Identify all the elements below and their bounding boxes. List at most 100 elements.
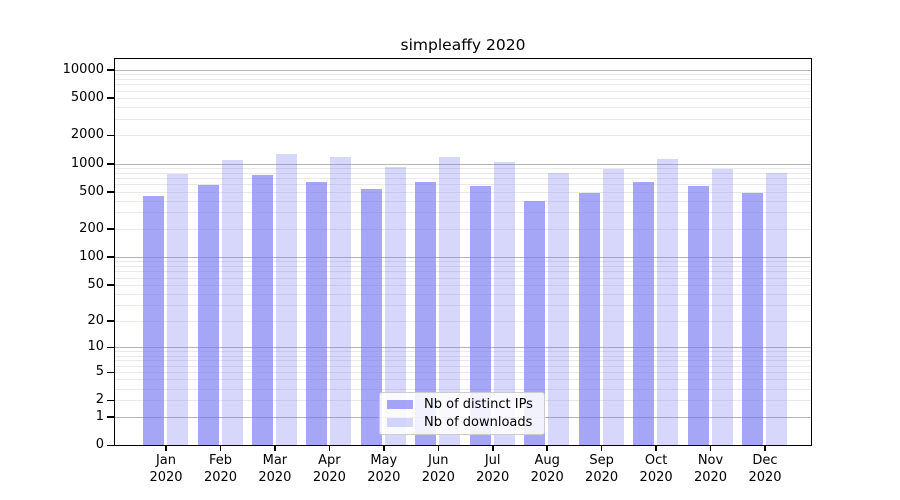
bar-distinct-ips [360,188,382,445]
x-tick-year: 2020 [476,470,510,485]
x-tick-year: 2020 [203,470,238,485]
gridline-minor [115,212,811,214]
gridline-minor [115,261,811,263]
y-tick-label: 0 [95,437,104,452]
gridline-minor [115,228,811,230]
x-tick-mark [492,446,494,451]
y-tick-label: 10 [87,339,104,355]
x-tick-mark [764,446,766,451]
bar-downloads [221,159,243,445]
y-tick-mark [107,134,114,137]
x-tick-mark [437,446,439,451]
y-tick-mark [107,256,114,258]
x-tick-mark [546,446,548,451]
gridline-minor [115,360,811,362]
gridline-minor [115,271,811,273]
x-tick-mark [165,446,167,451]
x-tick-year: 2020 [639,470,673,485]
x-tick-label: Apr 2020 [299,452,359,486]
legend-label-downloads: Nb of downloads [424,415,533,431]
y-tick-mark [107,69,114,71]
gridline-minor [115,191,811,193]
gridline-minor [115,97,811,99]
x-tick-label: Jan 2020 [136,452,196,486]
x-tick-label: May 2020 [354,452,414,486]
legend-label-distinct-ips: Nb of distinct IPs [424,396,533,412]
y-tick-mark [107,191,114,193]
gridline-minor [115,84,811,86]
gridline-minor [115,78,811,80]
y-tick-label: 5 [95,364,104,379]
gridline-minor [115,265,811,267]
y-tick-mark [107,444,114,446]
plot-area: Nb of distinct IPs Nb of downloads [114,58,812,446]
bar-distinct-ips [469,185,491,445]
y-tick-label: 500 [79,183,104,199]
legend-swatch-distinct-ips [387,399,413,409]
gridline-major [115,347,811,349]
bar-distinct-ips [687,185,709,445]
bar-downloads [275,154,297,445]
bar-distinct-ips [306,182,328,445]
bar-downloads [493,162,515,445]
y-tick-mark [107,97,114,99]
x-tick-month: Feb [208,453,233,468]
x-tick-month: Apr [318,453,341,468]
x-tick-label: Nov 2020 [681,452,741,486]
x-tick-label: Oct 2020 [626,452,686,486]
bar-downloads [766,172,787,445]
gridline-minor [115,107,811,108]
y-tick-label: 10000 [62,61,104,77]
x-tick-year: 2020 [748,470,782,485]
gridline-major [115,69,811,71]
x-tick-year: 2020 [312,470,346,485]
y-tick-mark [107,163,114,165]
x-tick-mark [655,446,657,451]
gridline-minor [115,372,811,373]
x-tick-year: 2020 [585,470,619,485]
gridline-minor [115,118,811,120]
x-tick-year: 2020 [258,470,292,485]
x-tick-month: Oct [644,453,668,468]
x-tick-mark [328,446,331,451]
x-tick-month: Sep [589,453,614,468]
y-tick-label: 2000 [70,127,104,143]
x-tick-label: Feb 2020 [191,452,251,486]
bar-downloads [548,173,570,445]
x-tick-label: Dec 2020 [735,452,795,486]
y-tick-label: 1000 [70,155,104,171]
bar-downloads [711,168,733,445]
bar-downloads [384,166,406,445]
legend-swatch-downloads [387,418,413,428]
y-tick-label: 50 [87,276,104,292]
x-tick-label: Jul 2020 [463,452,523,486]
y-tick-mark [107,416,114,418]
y-tick-label: 20 [87,312,104,328]
x-tick-month: Jun [428,453,449,468]
gridline-minor [115,184,811,186]
x-tick-month: Aug [534,453,560,468]
x-tick-mark [219,446,222,451]
y-tick-label: 100 [79,248,104,264]
gridline-minor [115,74,811,75]
legend-row-distinct-ips: Nb of distinct IPs [380,396,544,413]
x-tick-month: Dec [752,453,778,468]
bar-distinct-ips [143,196,164,445]
x-tick-mark [274,446,276,451]
gridline-minor [115,379,811,381]
x-tick-year: 2020 [530,470,564,485]
bar-downloads [330,157,352,445]
gridline-minor [115,305,811,307]
gridline-minor [115,320,811,322]
y-tick-mark [107,228,114,230]
gridline-minor [115,178,811,179]
x-tick-mark [600,446,603,451]
gridline-minor [115,135,811,137]
x-tick-month: May [370,453,398,468]
chart-title: simpleaffy 2020 [400,36,526,54]
gridline-minor [115,355,811,357]
y-tick-label: 200 [79,220,104,236]
bar-distinct-ips [524,200,546,445]
y-tick-mark [107,371,114,373]
y-tick-mark [107,346,114,349]
